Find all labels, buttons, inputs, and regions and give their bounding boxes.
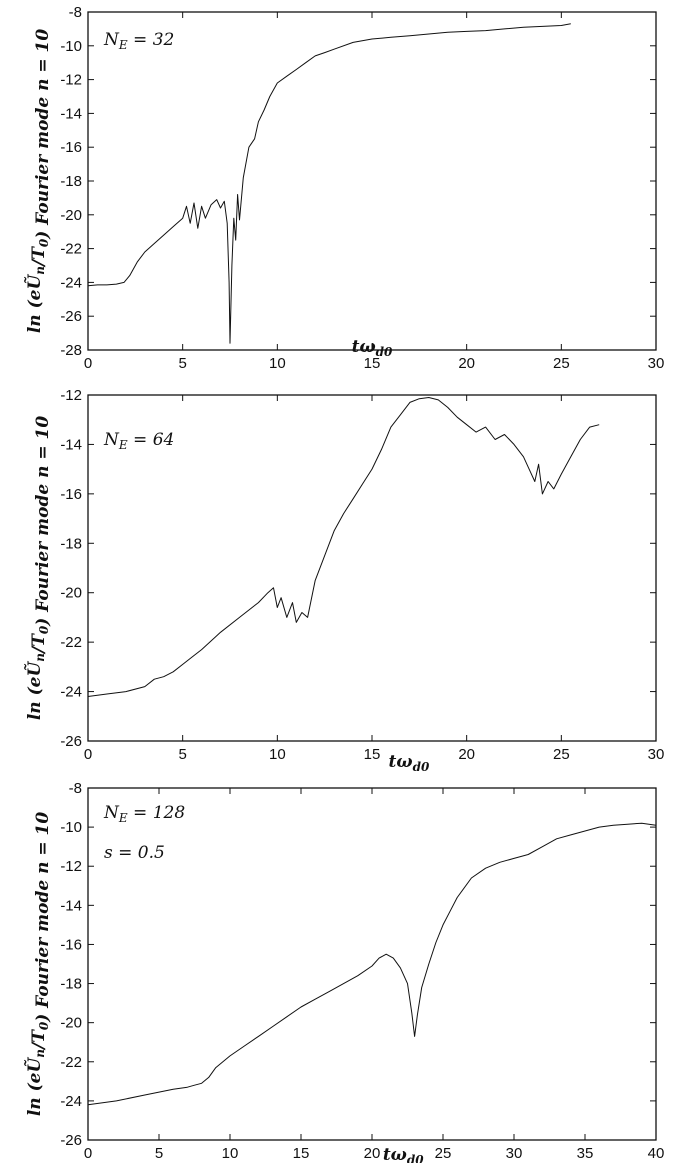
x-axis-label: tωd0 bbox=[352, 337, 393, 359]
x-tick-label: 25 bbox=[435, 1145, 452, 1162]
y-tick-label: -14 bbox=[60, 897, 82, 914]
y-axis-label: ln (eŨn/T0) Fourier mode n = 10 bbox=[23, 812, 53, 1116]
y-tick-label: -18 bbox=[60, 976, 82, 993]
y-tick-label: -10 bbox=[60, 38, 82, 55]
y-tick-label: -18 bbox=[60, 173, 82, 190]
y-axis-label: ln (eŨn/T0) Fourier mode n = 10 bbox=[23, 416, 53, 720]
x-tick-label: 5 bbox=[178, 355, 186, 372]
panel-3-ne128: 0 5 10 15 20 25 30 35 40 -26 -24 -22 -20 -18 -16 -14 -12… bbox=[23, 780, 664, 1163]
x-tick-label: 5 bbox=[155, 1145, 163, 1162]
annotation-label: s = 0.5 bbox=[104, 843, 165, 863]
x-tick-label: 0 bbox=[84, 1145, 92, 1162]
y-tick-label: -14 bbox=[60, 105, 82, 122]
y-tick-label: -8 bbox=[69, 780, 82, 797]
x-tick-label: 20 bbox=[364, 1145, 381, 1162]
y-tick-label: -26 bbox=[60, 308, 82, 325]
y-tick-label: -18 bbox=[60, 535, 82, 552]
x-tick-label: 0 bbox=[84, 746, 92, 763]
y-tick-label: -28 bbox=[60, 342, 82, 359]
x-axis-label: tωd0 bbox=[389, 752, 430, 774]
x-tick-label: 20 bbox=[458, 355, 475, 372]
y-tick-label: -26 bbox=[60, 1132, 82, 1149]
y-tick-label: -20 bbox=[60, 585, 82, 602]
y-tick-label: -24 bbox=[60, 684, 82, 701]
x-tick-label: 25 bbox=[553, 355, 570, 372]
annotation-label: NE = 128 bbox=[103, 803, 185, 825]
x-tick-label: 30 bbox=[648, 355, 665, 372]
y-tick-label: -8 bbox=[69, 4, 82, 21]
y-tick-label: -12 bbox=[60, 72, 82, 89]
y-tick-label: -20 bbox=[60, 207, 82, 224]
y-tick-label: -26 bbox=[60, 733, 82, 750]
x-tick-label: 10 bbox=[269, 746, 286, 763]
y-tick-label: -16 bbox=[60, 936, 82, 953]
y-tick-label: -10 bbox=[60, 819, 82, 836]
y-tick-label: -16 bbox=[60, 486, 82, 503]
y-tick-label: -22 bbox=[60, 241, 82, 258]
x-tick-label: 30 bbox=[506, 1145, 523, 1162]
x-tick-label: 15 bbox=[364, 746, 381, 763]
series-line bbox=[87, 822, 657, 1106]
x-tick-label: 10 bbox=[269, 355, 286, 372]
x-tick-label: 35 bbox=[577, 1145, 594, 1162]
series-line bbox=[87, 23, 571, 344]
x-tick-label: 0 bbox=[84, 355, 92, 372]
x-axis-label: tωd0 bbox=[383, 1145, 424, 1163]
series-line bbox=[87, 397, 600, 697]
y-tick-label: -22 bbox=[60, 634, 82, 651]
x-tick-label: 40 bbox=[648, 1145, 665, 1162]
annotation-label: NE = 64 bbox=[103, 430, 174, 452]
panel-2-ne64: 0 5 10 15 20 25 30 -26 -24 -22 -20 -18 -16 -14 -12 tωd0… bbox=[23, 387, 664, 774]
annotation-label: NE = 32 bbox=[103, 30, 174, 52]
panel-1-ne32: 0 5 10 15 20 25 30 -28 -26 -24 -22 -20 -18 -16 -14 -12 -… bbox=[23, 4, 664, 372]
y-tick-label: -24 bbox=[60, 274, 82, 291]
y-tick-label: -16 bbox=[60, 139, 82, 156]
plot-frame bbox=[87, 787, 657, 1141]
y-tick-label: -22 bbox=[60, 1054, 82, 1071]
x-tick-label: 15 bbox=[293, 1145, 310, 1162]
y-tick-label: -24 bbox=[60, 1093, 82, 1110]
x-tick-label: 15 bbox=[364, 355, 381, 372]
plot-frame bbox=[87, 11, 657, 351]
y-tick-label: -20 bbox=[60, 1015, 82, 1032]
y-tick-label: -14 bbox=[60, 436, 82, 453]
x-tick-label: 25 bbox=[553, 746, 570, 763]
y-tick-label: -12 bbox=[60, 387, 82, 404]
x-tick-label: 10 bbox=[222, 1145, 239, 1162]
x-tick-label: 30 bbox=[648, 746, 665, 763]
x-tick-label: 5 bbox=[178, 746, 186, 763]
x-tick-label: 20 bbox=[458, 746, 475, 763]
y-axis-label: ln (eŨn/T0) Fourier mode n = 10 bbox=[23, 29, 53, 333]
y-tick-label: -12 bbox=[60, 858, 82, 875]
